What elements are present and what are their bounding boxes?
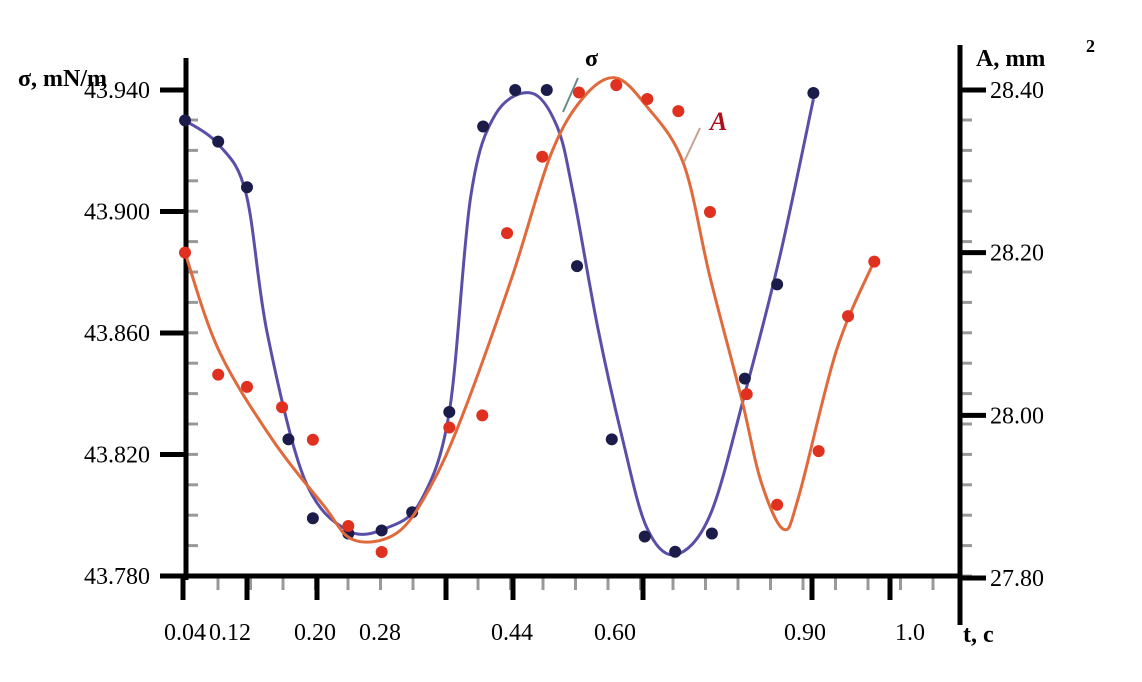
x-tick-label: 0.20 (294, 620, 336, 646)
right-y-tick-label: 28.40 (990, 78, 1044, 104)
sigma-data-point (509, 84, 522, 96)
A-data-point (610, 79, 623, 92)
left-y-tick-label: 43.820 (84, 443, 150, 469)
A-data-point (704, 206, 716, 218)
A-series-label: A (708, 107, 727, 136)
right-y-tick-label: 28.00 (990, 403, 1044, 429)
sigma-data-point (179, 114, 191, 127)
x-tick-labels: 0.04 0.12 0.20 0.28 0.44 0.60 0.90 1.0 (164, 620, 925, 646)
A-data-point (276, 401, 289, 414)
A-data-point (536, 150, 549, 163)
A-data-point (641, 92, 654, 105)
A-data-point (771, 498, 784, 511)
A-data-point (212, 368, 225, 381)
sigma-leader-line (562, 77, 579, 113)
left-y-tick-label: 43.940 (84, 78, 150, 104)
A-data-point (443, 421, 456, 434)
sigma-data-point (241, 181, 253, 194)
minor-ticks (186, 118, 972, 590)
sigma-curve (184, 91, 815, 557)
sigma-data-point (605, 433, 618, 446)
right-y-tick-label: 28.20 (990, 241, 1044, 267)
A-data-point (501, 227, 514, 240)
A-data-point (842, 310, 855, 323)
right-y-tick-label: 27.80 (990, 566, 1044, 592)
right-axis-title-superscript: 2 (1086, 36, 1095, 56)
sigma-data-point (540, 84, 553, 96)
A-data-point (572, 86, 585, 99)
x-tick-label: 0.04 (164, 620, 206, 646)
x-tick-label: 0.90 (784, 620, 826, 646)
A-series (179, 76, 881, 558)
sigma-series (179, 84, 820, 558)
x-tick-label: 0.60 (594, 620, 636, 646)
A-curve (183, 76, 876, 544)
sigma-data-point (738, 372, 751, 385)
A-data-point (179, 246, 191, 259)
sigma-series-label: σ (585, 46, 598, 72)
sigma-data-point (477, 120, 490, 133)
right-axis-title: A, mm (976, 46, 1045, 72)
A-data-point (812, 445, 825, 458)
sigma-data-point (571, 260, 584, 273)
sigma-data-point (638, 530, 651, 543)
x-tick-label: 0.28 (359, 620, 401, 646)
x-tick-label: 1.0 (895, 620, 925, 646)
sigma-data-point (212, 135, 225, 148)
A-data-point (342, 519, 355, 532)
sigma-data-point (306, 512, 319, 525)
right-y-tick-labels: 28.40 28.20 28.00 27.80 (990, 78, 1044, 592)
x-axis-title: t, c (963, 622, 994, 648)
left-y-tick-label: 43.860 (84, 321, 150, 347)
sigma-data-point (771, 278, 784, 291)
A-data-point (740, 388, 753, 401)
sigma-data-point (443, 405, 456, 418)
A-data-point (476, 409, 489, 422)
left-y-tick-label: 43.900 (84, 200, 150, 226)
sigma-data-point (282, 433, 295, 446)
A-leader-line (683, 127, 701, 163)
x-tick-label: 0.12 (209, 620, 251, 646)
A-data-point (672, 105, 685, 118)
A-data-point (375, 545, 388, 558)
sigma-data-point (375, 524, 388, 537)
A-data-point (306, 433, 319, 446)
sigma-data-point (705, 527, 718, 540)
left-axis-title: σ, mN/m (18, 66, 107, 92)
x-tick-label: 0.44 (491, 620, 533, 646)
sigma-data-point (807, 87, 820, 100)
A-data-point (868, 255, 881, 268)
left-y-tick-label: 43.780 (84, 564, 150, 590)
major-ticks (160, 87, 986, 600)
left-y-tick-labels: 43.940 43.900 43.860 43.820 43.780 (84, 78, 150, 590)
series-layer (179, 76, 881, 558)
sigma-data-point (669, 545, 682, 558)
A-data-point (241, 380, 253, 393)
